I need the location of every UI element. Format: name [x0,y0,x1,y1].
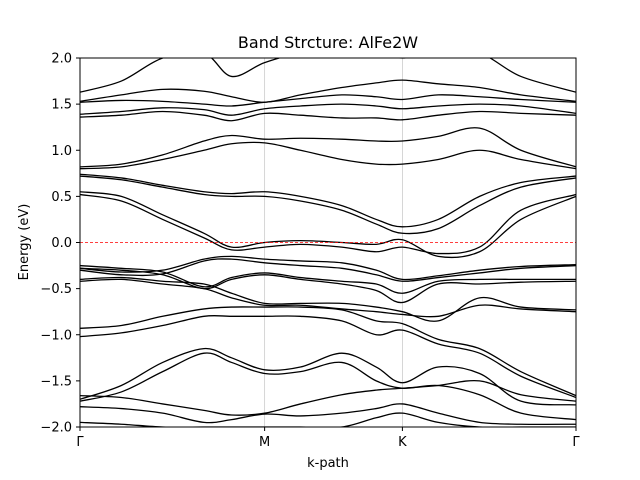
band-line-16 [80,175,576,235]
y-axis-title: Energy (eV) [17,204,32,281]
chart-title: Band Strcture: AlFe2W [238,33,418,52]
y-tick-label-5: 0.5 [51,190,72,205]
band-line-21 [80,103,576,116]
y-tick-label-1: −1.5 [40,374,72,389]
band-line-15 [80,191,576,259]
band-line-20 [80,110,576,122]
y-axis-ticks: −2.0 −1.5 −1.0 −0.5 0.0 0.5 1.0 1.5 2.0 [40,52,80,436]
x-tick-label-0: Γ [76,435,84,450]
band-line-23 [80,79,576,103]
band-line-14 [80,193,576,255]
band-line-17 [80,173,576,228]
band-line-12 [80,258,576,282]
band-line-18 [80,141,576,170]
band-line-19 [80,127,576,168]
band-line-5 [80,379,576,416]
band-line-4 [80,347,576,406]
band-line-9 [80,276,576,322]
band-line-2 [80,403,576,426]
x-axis-title: k-path [307,456,349,471]
band-line-10 [80,267,576,304]
y-tick-label-0: −2.0 [40,421,72,436]
y-tick-label-7: 1.5 [51,98,72,113]
x-tick-label-2: K [398,435,407,450]
band-line-8 [80,278,576,318]
y-tick-label-2: −1.0 [40,328,72,343]
y-tick-label-6: 1.0 [51,144,72,159]
band-line-7 [80,306,576,397]
y-tick-label-3: −0.5 [40,282,72,297]
band-line-6 [80,314,576,399]
y-tick-label-4: 0.0 [51,236,72,251]
y-tick-label-8: 2.0 [51,52,72,67]
band-line-22 [80,94,576,107]
band-line-3 [80,352,576,421]
band-line-13 [80,255,576,281]
x-tick-label-3: Γ [572,435,580,450]
x-tick-label-1: M [259,435,270,450]
